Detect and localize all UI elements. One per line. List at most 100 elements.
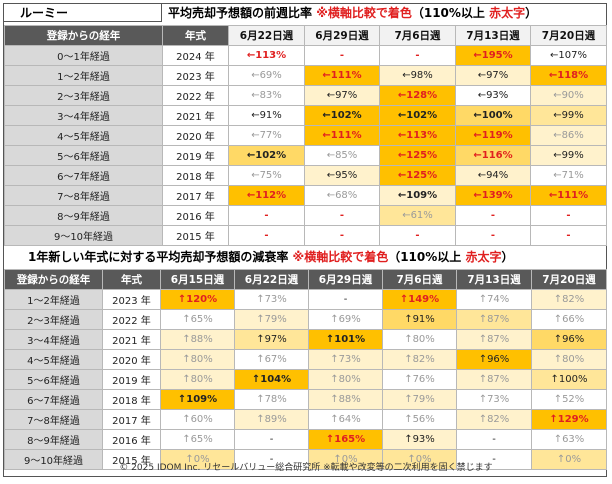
row-label: 5～6年経過 xyxy=(4,145,163,166)
ratio-cell: ↑66% xyxy=(531,309,607,330)
table1-title-note: ※横軸比較で着色 xyxy=(316,6,412,20)
ratio-cell: ↑0% xyxy=(160,449,235,470)
ratio-cell: ↑73% xyxy=(234,289,309,310)
header-week: 6月22日週 xyxy=(234,269,309,290)
header-week: 6月22日週 xyxy=(228,25,305,46)
copyright-footer: © 2025 IDOM Inc. リセールバリュー総合研究所 ※転載や改変等の二… xyxy=(119,463,493,473)
ratio-cell: ←69% xyxy=(228,65,305,86)
table-row: 6～7年経過 2018 年 ↑109% ↑78% ↑88% ↑79% ↑73% ↑52% xyxy=(4,389,607,410)
table-row: 0～1年経過 2024 年 ←113% - - ←195% ←107% xyxy=(4,45,607,66)
ratio-cell: ↑80% xyxy=(531,349,607,370)
ratio-cell: ↑80% xyxy=(160,349,235,370)
row-label: 4～5年経過 xyxy=(4,125,163,146)
row-year: 2021 年 xyxy=(102,329,161,350)
ratio-cell: ↑69% xyxy=(308,309,383,330)
row-label: 3～4年経過 xyxy=(4,105,163,126)
row-label: 3～4年経過 xyxy=(4,329,103,350)
ratio-cell: ←97% xyxy=(455,65,531,86)
ratio-cell: ←100% xyxy=(455,105,531,126)
ratio-cell: ←93% xyxy=(455,85,531,106)
header-week: 6月29日週 xyxy=(308,269,383,290)
ratio-cell: - xyxy=(304,225,380,246)
ratio-cell: ←113% xyxy=(228,45,305,66)
table1-header-row: 登録からの経年 年式 6月22日週 6月29日週 7月6日週 7月13日週 7月20日週 xyxy=(4,25,607,46)
table-row: 8～9年経過 2016 年 ↑65% - ↑165% ↑93% - ↑63% xyxy=(4,429,607,450)
table2-title-paren: （110%以上 xyxy=(388,250,466,264)
header-week: 6月29日週 xyxy=(304,25,380,46)
row-year: 2017 年 xyxy=(162,185,229,206)
ratio-cell: ←94% xyxy=(455,165,531,186)
row-label: 8～9年経過 xyxy=(4,205,163,226)
header-week: 7月6日週 xyxy=(382,269,457,290)
ratio-cell: - xyxy=(530,205,607,226)
ratio-cell: ↑82% xyxy=(456,409,532,430)
ratio-cell: ←107% xyxy=(530,45,607,66)
ratio-cell: ←111% xyxy=(530,185,607,206)
table-row: 5～6年経過 2019 年 ↑80% ↑104% ↑80% ↑76% ↑87% ↑100% xyxy=(4,369,607,390)
ratio-cell: ↑67% xyxy=(234,349,309,370)
row-year: 2022 年 xyxy=(162,85,229,106)
row-year: 2016 年 xyxy=(102,429,161,450)
decay-rate-table: 登録からの経年 年式 6月15日週 6月22日週 6月29日週 7月6日週 7月13日週 7月… xyxy=(4,269,607,470)
ratio-cell: ↑73% xyxy=(308,349,383,370)
ratio-cell: ←98% xyxy=(379,65,456,86)
row-label: 9～10年経過 xyxy=(4,225,163,246)
row-label: 7～8年経過 xyxy=(4,185,163,206)
table-row: 6～7年経過 2018 年 ←75% ←95% ←125% ←94% ←71% xyxy=(4,165,607,186)
header-week: 7月20日週 xyxy=(531,269,607,290)
ratio-cell: ↑76% xyxy=(382,369,457,390)
weekly-ratio-table: 登録からの経年 年式 6月22日週 6月29日週 7月6日週 7月13日週 7月20日週 0… xyxy=(4,25,607,246)
ratio-cell: ↑88% xyxy=(160,329,235,350)
table-row: 5～6年経過 2019 年 ←102% ←85% ←125% ←116% ←99% xyxy=(4,145,607,166)
row-year: 2023 年 xyxy=(162,65,229,86)
table-row: 3～4年経過 2021 年 ←91% ←102% ←102% ←100% ←99% xyxy=(4,105,607,126)
row-label: 2～3年経過 xyxy=(4,85,163,106)
ratio-cell: ←195% xyxy=(455,45,531,66)
ratio-cell: ↑109% xyxy=(160,389,235,410)
ratio-cell: ↑73% xyxy=(456,389,532,410)
ratio-cell: ↑87% xyxy=(456,309,532,330)
ratio-cell: ←119% xyxy=(455,125,531,146)
table-row: 1～2年経過 2023 年 ↑120% ↑73% - ↑149% ↑74% ↑82% xyxy=(4,289,607,310)
ratio-cell: - xyxy=(304,45,380,66)
ratio-cell: ↑104% xyxy=(234,369,309,390)
table-row: 8～9年経過 2016 年 - - ←61% - - xyxy=(4,205,607,226)
table-row: 4～5年経過 2020 年 ←77% ←111% ←113% ←119% ←86% xyxy=(4,125,607,146)
table1-title-main: 平均売却予想額の前週比率 xyxy=(168,6,317,20)
table-row: 4～5年経過 2020 年 ↑80% ↑67% ↑73% ↑82% ↑96% ↑80% xyxy=(4,349,607,370)
ratio-cell: ←102% xyxy=(228,145,305,166)
ratio-cell: ↑96% xyxy=(456,349,532,370)
ratio-cell: ←61% xyxy=(379,205,456,226)
ratio-cell: ↑101% xyxy=(308,329,383,350)
table2-title-close: ） xyxy=(501,250,514,264)
row-year: 2020 年 xyxy=(102,349,161,370)
ratio-cell: ←86% xyxy=(530,125,607,146)
ratio-cell: - xyxy=(228,225,305,246)
table-row: 7～8年経過 2017 年 ←112% ←68% ←109% ←139% ←111% xyxy=(4,185,607,206)
ratio-cell: ↑56% xyxy=(382,409,457,430)
ratio-cell: ↑80% xyxy=(382,329,457,350)
table2-title-red: 赤太字 xyxy=(465,250,502,264)
header-year: 年式 xyxy=(102,269,161,290)
ratio-cell: ↑87% xyxy=(456,329,532,350)
ratio-cell: - xyxy=(234,429,309,450)
ratio-cell: ↑0% xyxy=(382,449,457,470)
row-year: 2015 年 xyxy=(102,449,161,470)
ratio-cell: - xyxy=(308,289,383,310)
ratio-cell: - xyxy=(530,225,607,246)
ratio-cell: ←99% xyxy=(530,105,607,126)
row-label: 1～2年経過 xyxy=(4,65,163,86)
ratio-cell: ↑65% xyxy=(160,429,235,450)
ratio-cell: ↑0% xyxy=(308,449,383,470)
row-year: 2017 年 xyxy=(102,409,161,430)
row-year: 2018 年 xyxy=(162,165,229,186)
row-label: 6～7年経過 xyxy=(4,389,103,410)
table1-title: 平均売却予想額の前週比率 ※横軸比較で着色（110%以上 赤太字） xyxy=(168,4,537,22)
table-row: 2～3年経過 2022 年 ↑65% ↑79% ↑69% ↑91% ↑87% ↑66% xyxy=(4,309,607,330)
row-year: 2020 年 xyxy=(162,125,229,146)
row-year: 2021 年 xyxy=(162,105,229,126)
table-row: 1～2年経過 2023 年 ←69% ←111% ←98% ←97% ←118% xyxy=(4,65,607,86)
ratio-cell: ←95% xyxy=(304,165,380,186)
ratio-cell: ↑74% xyxy=(456,289,532,310)
ratio-cell: ←111% xyxy=(304,125,380,146)
